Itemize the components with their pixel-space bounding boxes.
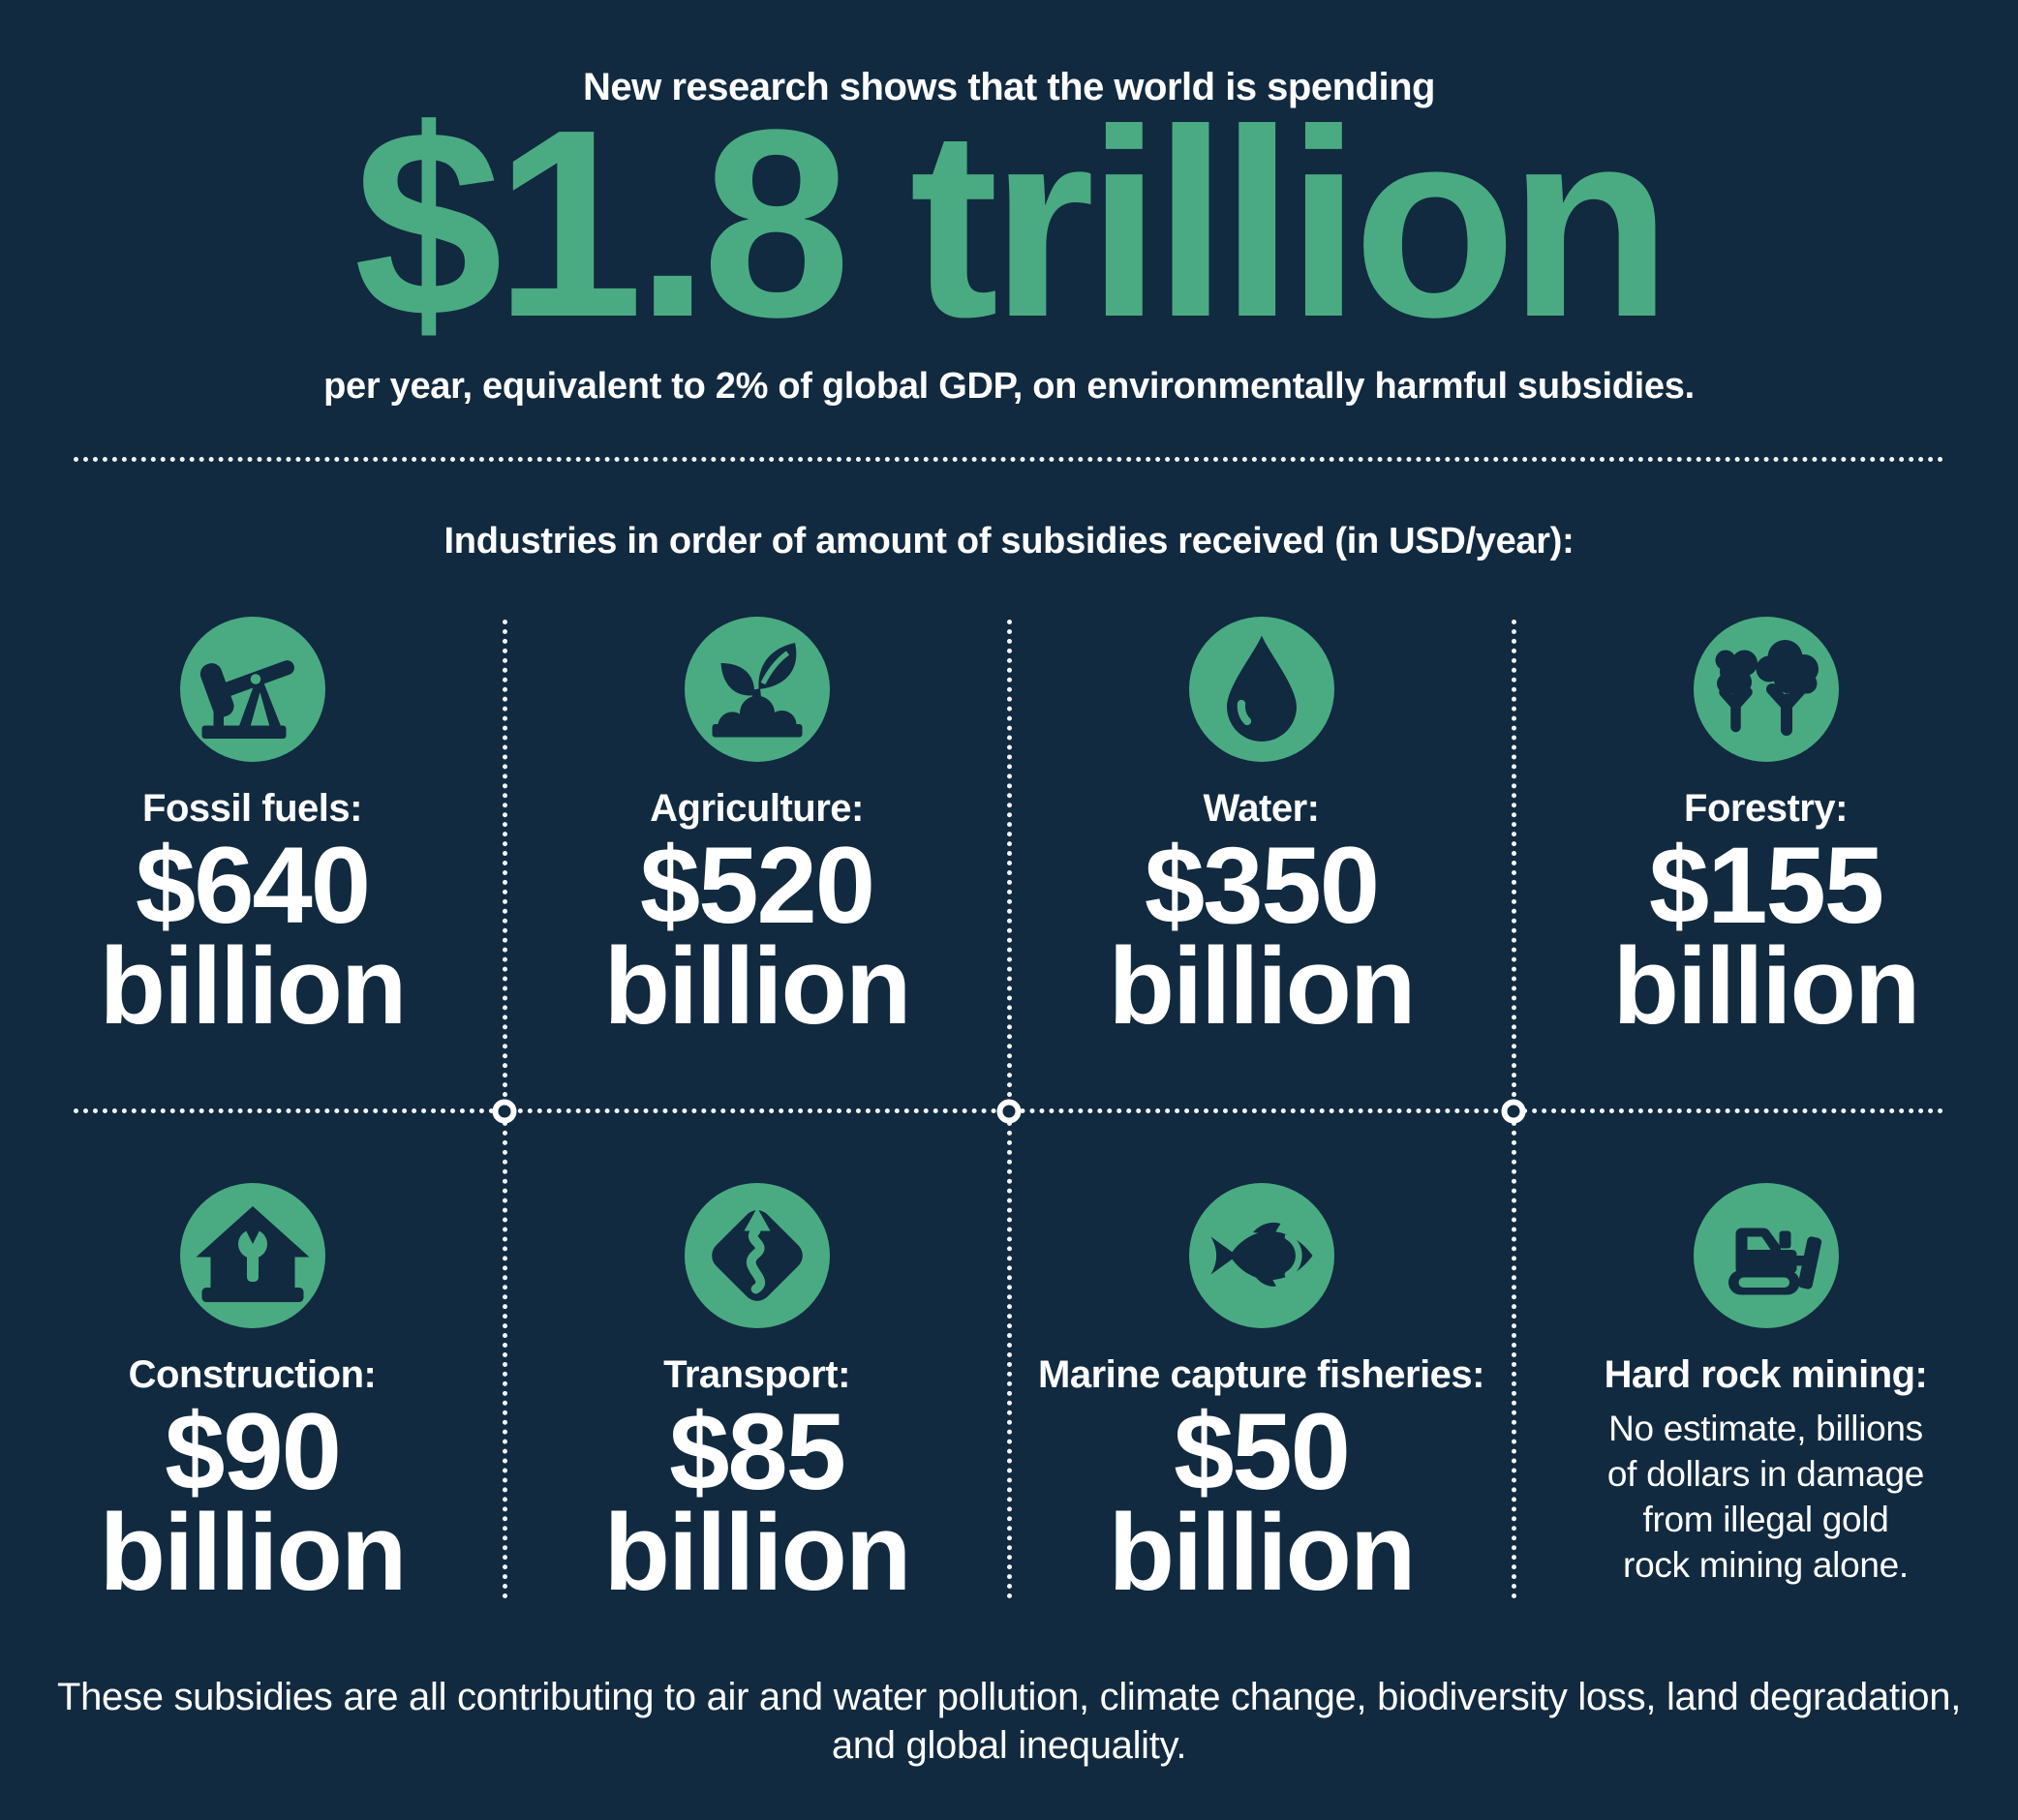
industry-label: Agriculture: bbox=[650, 787, 864, 830]
divider-intersection-node bbox=[996, 1099, 1022, 1124]
amount-value: $90 bbox=[165, 1391, 342, 1512]
industry-label: Hard rock mining: bbox=[1604, 1353, 1928, 1396]
industry-label: Water: bbox=[1203, 787, 1320, 830]
amount-value: $155 bbox=[1648, 825, 1884, 946]
divider-intersection-node bbox=[1501, 1099, 1526, 1124]
industry-note: No estimate, billions of dollars in dama… bbox=[1606, 1409, 1925, 1585]
amount-unit: billion bbox=[603, 925, 912, 1046]
headline-amount: $1.8 trillion bbox=[353, 75, 1671, 373]
industry-card-transport: Transport: $85 billion bbox=[504, 1183, 1009, 1613]
footer-text: These subsidies are all contributing to … bbox=[56, 1676, 1962, 1767]
oil-pumpjack-icon bbox=[179, 617, 325, 762]
industry-card-hard-rock-mining: Hard rock mining: No estimate, billions … bbox=[1514, 1183, 2018, 1588]
amount-value: $520 bbox=[639, 825, 875, 946]
amount-unit: billion bbox=[603, 1492, 912, 1613]
industry-card-agriculture: Agriculture: $520 billion bbox=[504, 617, 1009, 1046]
seedling-icon bbox=[684, 617, 830, 762]
trees-icon bbox=[1693, 617, 1839, 762]
dotted-divider-top bbox=[74, 457, 1944, 462]
industry-label: Transport: bbox=[663, 1353, 850, 1396]
kicker-text: New research shows that the world is spe… bbox=[583, 66, 1435, 108]
subtitle-text: per year, equivalent to 2% of global GDP… bbox=[323, 366, 1695, 407]
section-heading: Industries in order of amount of subsidi… bbox=[443, 521, 1575, 561]
industry-label: Fossil fuels: bbox=[142, 787, 362, 830]
water-drop-icon bbox=[1188, 617, 1334, 762]
industry-amount: $155 billion bbox=[1612, 825, 1921, 1046]
amount-value: $50 bbox=[1174, 1391, 1351, 1512]
industry-label: Forestry: bbox=[1684, 787, 1848, 830]
fish-icon bbox=[1188, 1183, 1334, 1328]
industry-amount: $640 billion bbox=[99, 825, 408, 1046]
industry-card-fossil-fuels: Fossil fuels: $640 billion bbox=[0, 617, 504, 1046]
industry-card-construction: Construction: $90 billion bbox=[0, 1183, 504, 1613]
industry-amount: $350 billion bbox=[1108, 825, 1417, 1046]
amount-unit: billion bbox=[1108, 925, 1417, 1046]
industry-card-forestry: Forestry: $155 billion bbox=[1514, 617, 2018, 1046]
industry-label: Construction: bbox=[128, 1353, 377, 1396]
industry-amount: $520 billion bbox=[603, 825, 912, 1046]
amount-value: $640 bbox=[135, 825, 371, 946]
industry-amount: $90 billion bbox=[99, 1391, 408, 1613]
house-repair-icon bbox=[179, 1183, 325, 1328]
divider-intersection-node bbox=[492, 1099, 517, 1124]
amount-unit: billion bbox=[1612, 925, 1921, 1046]
amount-unit: billion bbox=[99, 925, 408, 1046]
industry-amount: $85 billion bbox=[603, 1391, 912, 1613]
industry-card-water: Water: $350 billion bbox=[1009, 617, 1514, 1046]
bulldozer-icon bbox=[1693, 1183, 1839, 1328]
amount-value: $350 bbox=[1144, 825, 1380, 946]
industry-amount: $50 billion bbox=[1108, 1391, 1417, 1613]
amount-unit: billion bbox=[99, 1492, 408, 1613]
winding-road-icon bbox=[684, 1183, 830, 1328]
industry-label: Marine capture fisheries: bbox=[1038, 1353, 1485, 1396]
industry-card-marine-fisheries: Marine capture fisheries: $50 billion bbox=[1009, 1183, 1514, 1613]
amount-unit: billion bbox=[1108, 1492, 1417, 1613]
amount-value: $85 bbox=[669, 1391, 846, 1512]
